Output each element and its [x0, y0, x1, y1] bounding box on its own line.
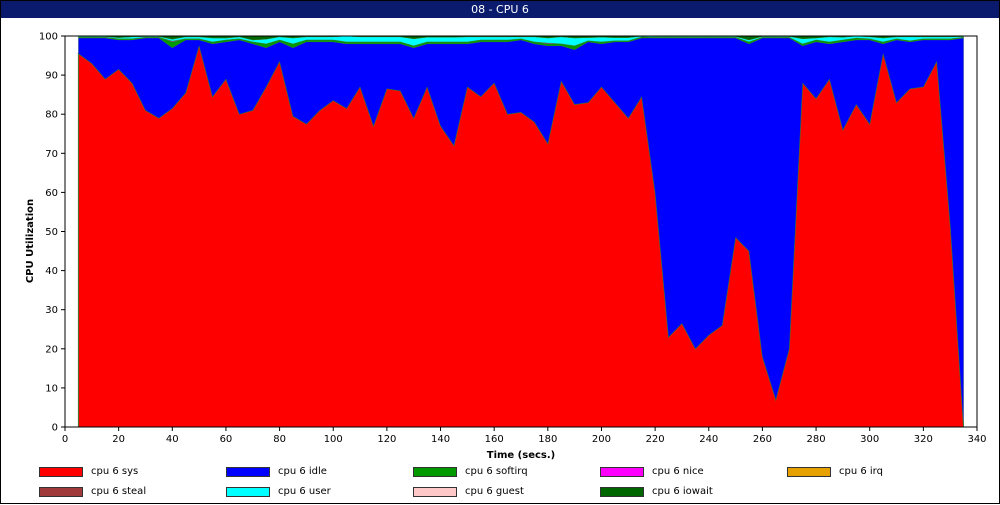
- x-tick-label-180: 180: [538, 434, 557, 445]
- x-tick-label-0: 0: [62, 434, 68, 445]
- y-tick-label-60: 60: [45, 188, 58, 199]
- x-tick-label-80: 80: [273, 434, 286, 445]
- legend-swatch: [226, 467, 270, 477]
- legend-swatch: [226, 487, 270, 497]
- legend-swatch: [413, 487, 457, 497]
- x-tick-label-240: 240: [699, 434, 718, 445]
- x-axis-label: Time (secs.): [487, 450, 556, 461]
- x-tick-label-160: 160: [485, 434, 504, 445]
- x-tick-label-220: 220: [646, 434, 665, 445]
- x-tick-label-120: 120: [377, 434, 396, 445]
- y-tick-label-10: 10: [45, 383, 58, 394]
- y-tick-label-40: 40: [45, 266, 58, 277]
- x-tick-label-260: 260: [753, 434, 772, 445]
- y-tick-label-0: 0: [52, 423, 58, 434]
- legend-label: cpu 6 irq: [839, 466, 883, 477]
- legend-swatch: [39, 467, 83, 477]
- legend-label: cpu 6 softirq: [465, 466, 528, 477]
- y-tick-label-70: 70: [45, 149, 58, 160]
- legend-swatch: [787, 467, 831, 477]
- x-tick-label-100: 100: [324, 434, 343, 445]
- y-tick-label-30: 30: [45, 305, 58, 316]
- y-tick-label-20: 20: [45, 344, 58, 355]
- legend-label: cpu 6 sys: [91, 466, 139, 477]
- x-tick-label-60: 60: [220, 434, 233, 445]
- legend-swatch: [413, 467, 457, 477]
- x-tick-label-140: 140: [431, 434, 450, 445]
- legend-label: cpu 6 iowait: [652, 486, 713, 497]
- legend: cpu 6 sys cpu 6 idle cpu 6 softirq cpu 6 ni…: [39, 465, 999, 505]
- axis-ticks: 0 20 40 60 80 100 120 140 160 180 200 220 240 260 280 3…: [39, 32, 987, 446]
- legend-label: cpu 6 steal: [91, 486, 147, 497]
- y-tick-label-90: 90: [45, 71, 58, 82]
- y-axis-label: CPU Utilization: [25, 199, 36, 283]
- legend-label: cpu 6 guest: [465, 486, 524, 497]
- x-tick-label-320: 320: [914, 434, 933, 445]
- window-title: 08 - CPU 6: [1, 1, 999, 18]
- x-tick-label-40: 40: [166, 434, 179, 445]
- legend-label: cpu 6 idle: [278, 466, 327, 477]
- x-tick-label-200: 200: [592, 434, 611, 445]
- y-tick-label-50: 50: [45, 227, 58, 238]
- y-tick-label-100: 100: [39, 32, 58, 43]
- legend-swatch: [39, 487, 83, 497]
- x-tick-label-340: 340: [967, 434, 986, 445]
- legend-label: cpu 6 nice: [652, 466, 704, 477]
- y-tick-label-80: 80: [45, 110, 58, 121]
- x-tick-label-20: 20: [112, 434, 125, 445]
- legend-swatch: [600, 487, 644, 497]
- legend-label: cpu 6 user: [278, 486, 331, 497]
- x-tick-label-280: 280: [807, 434, 826, 445]
- x-tick-label-300: 300: [860, 434, 879, 445]
- area-layers: [77, 35, 965, 428]
- chart-canvas: 0 20 40 60 80 100 120 140 160 180 200 220 240 260 280 3…: [25, 32, 987, 462]
- legend-swatch: [600, 467, 644, 477]
